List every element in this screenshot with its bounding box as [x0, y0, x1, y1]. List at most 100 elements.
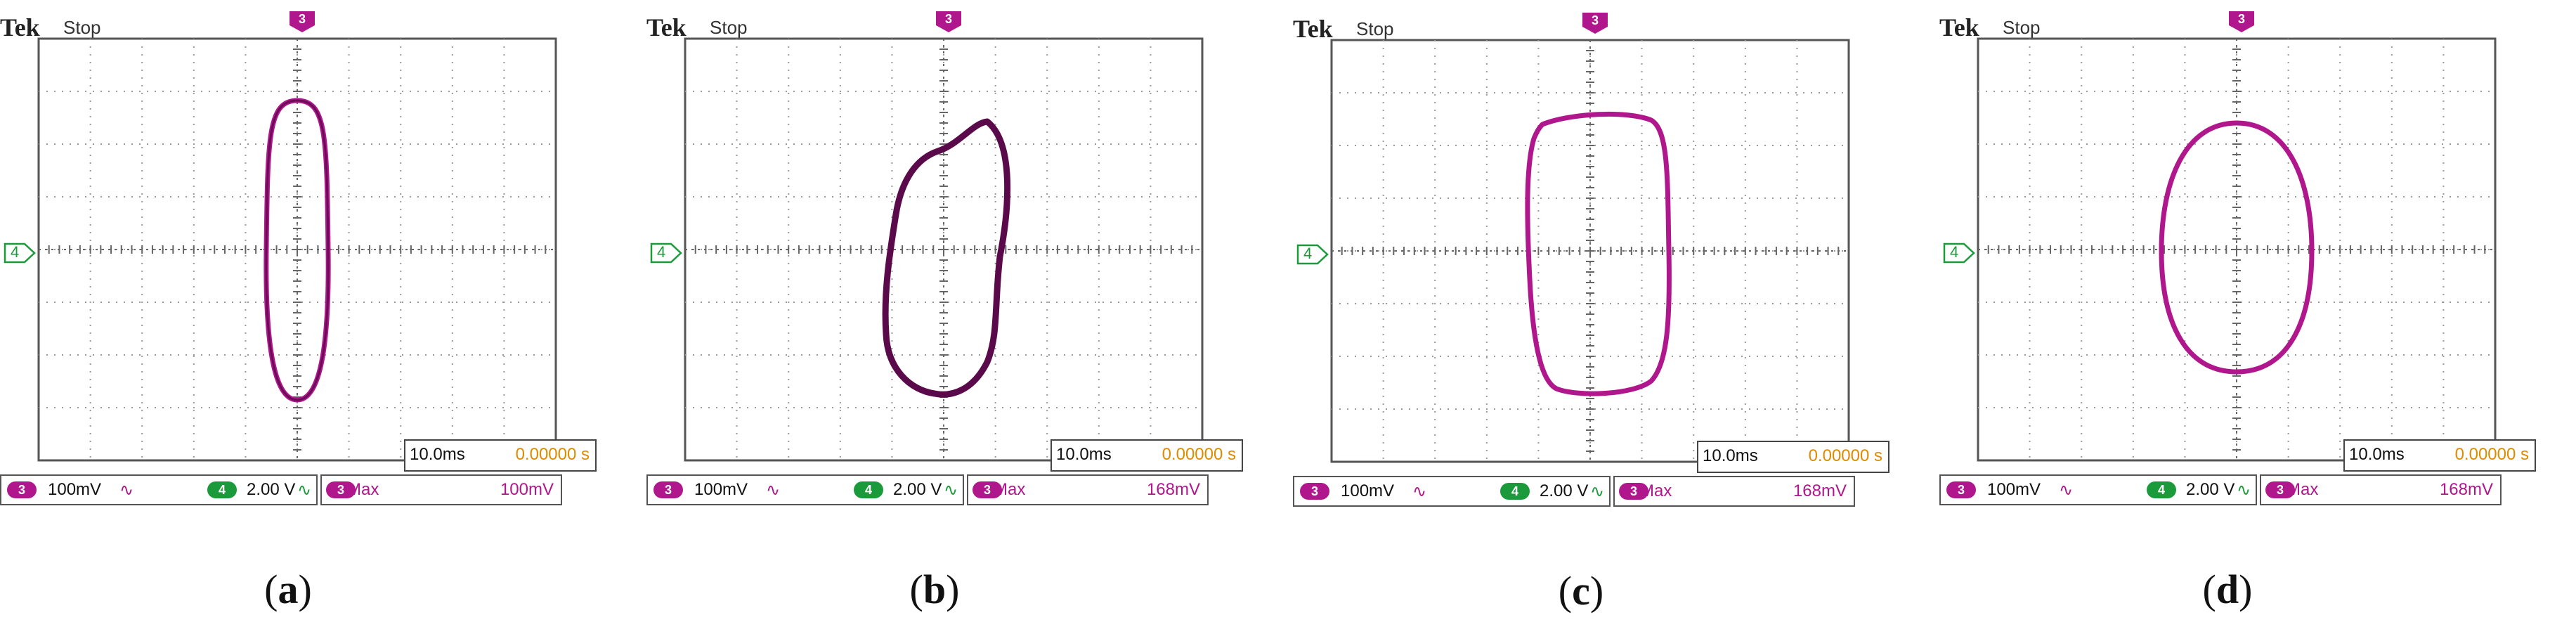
ch4-ground-marker-icon: 4	[4, 242, 36, 264]
measurement-readout: 3 Max 168mV	[2260, 474, 2502, 505]
time-per-division: 10.0ms	[2349, 445, 2405, 464]
caption-letter: b	[923, 566, 947, 612]
ch3-settings: 3 100mV ∿	[1939, 474, 2100, 505]
caption-letter: d	[2216, 566, 2239, 612]
ch4-ground-marker-icon: 4	[650, 242, 682, 264]
trigger-marker-label: 3	[299, 12, 306, 26]
time-per-division: 10.0ms	[1703, 446, 1758, 465]
measurement-readout: 3 Max 168mV	[967, 474, 1209, 505]
time-per-division: 10.0ms	[1056, 445, 1112, 464]
ch4-badge: 4	[854, 481, 883, 498]
trigger-marker-icon: 3	[1581, 11, 1609, 34]
measurement-badge: 3	[1619, 483, 1648, 500]
caption-open: (	[909, 566, 923, 612]
caption-open: (	[1558, 568, 1573, 614]
scope-header: Tek Stop 3	[1293, 11, 1855, 45]
scope-screen: Tek Stop 3 4 10.0ms 0.00000 s 3 100mV ∿ 4 2.00 V ∿ 3…	[1293, 1, 1889, 536]
brand-label: Tek	[0, 13, 40, 41]
ch3-badge: 3	[653, 481, 683, 498]
ch3-settings: 3 100mV ∿	[1293, 476, 1454, 507]
scope-header: Tek Stop 3	[1939, 10, 2502, 44]
ch4-badge: 4	[2147, 481, 2176, 498]
measurement-value: 168mV	[2439, 480, 2493, 499]
measurement-badge: 3	[2265, 481, 2295, 498]
measurement-value: 168mV	[1146, 480, 1200, 499]
channel-status-bar: 3 100mV ∿ 4 2.00 V ∿ 3 Max 168mV	[646, 474, 1237, 505]
measurement-value: 168mV	[1793, 481, 1847, 500]
brand-label: Tek	[1939, 13, 1979, 41]
caption-close: )	[946, 566, 960, 612]
timebase-readout: 10.0ms 0.00000 s	[1697, 441, 1889, 473]
acquisition-state: Stop	[2003, 17, 2041, 38]
ac-coupling-icon: ∿	[1590, 482, 1605, 501]
scope-screen: Tek Stop 3 4 10.0ms 0.00000 s 3 100mV ∿ 4 2.00 V ∿ 3…	[646, 0, 1243, 534]
ch3-badge: 3	[7, 481, 37, 498]
ch4-settings: 4 2.00 V ∿	[1451, 476, 1611, 507]
xy-trace-inner	[265, 99, 330, 401]
oscilloscope-panel: Tek Stop 3 4 10.0ms 0.00000 s 3 100mV ∿ 4 2.00 V ∿ 3…	[0, 0, 597, 640]
xy-trace	[1525, 111, 1672, 396]
oscilloscope-panel: Tek Stop 3 4 10.0ms 0.00000 s 3 100mV ∿ 4 2.00 V ∿ 3…	[1939, 0, 2536, 640]
trigger-marker-label: 3	[2238, 12, 2245, 26]
ch4-settings: 4 2.00 V ∿	[2097, 474, 2257, 505]
caption-close: )	[298, 566, 312, 612]
measurement-badge: 3	[326, 481, 356, 498]
ch3-scale: 100mV	[1987, 480, 2041, 499]
graticule	[684, 37, 1204, 462]
xy-trace	[2159, 120, 2315, 375]
ch4-ground-label: 4	[1303, 245, 1313, 262]
timebase-readout: 10.0ms 0.00000 s	[1050, 439, 1243, 472]
ch4-ground-marker-icon: 4	[1943, 242, 1975, 264]
ac-coupling-icon: ∿	[119, 481, 134, 500]
measurement-label: Max	[994, 480, 1026, 499]
ch3-scale: 100mV	[694, 480, 748, 499]
ac-coupling-icon: ∿	[944, 481, 958, 500]
ac-coupling-icon: ∿	[766, 481, 781, 500]
trigger-marker-label: 3	[945, 12, 952, 26]
ac-coupling-icon: ∿	[2237, 481, 2251, 500]
trigger-marker-icon: 3	[2227, 10, 2256, 32]
ch4-ground-label: 4	[11, 243, 20, 261]
channel-status-bar: 3 100mV ∿ 4 2.00 V ∿ 3 Max 168mV	[1293, 476, 1883, 507]
trigger-position: 0.00000 s	[2454, 445, 2529, 464]
scope-screen: Tek Stop 3 4 10.0ms 0.00000 s 3 100mV ∿ 4 2.00 V ∿ 3…	[1939, 0, 2536, 534]
trigger-marker-label: 3	[1592, 13, 1599, 27]
ch4-settings: 4 2.00 V ∿	[158, 474, 318, 505]
ch3-settings: 3 100mV ∿	[646, 474, 807, 505]
ch4-settings: 4 2.00 V ∿	[805, 474, 964, 505]
channel-status-bar: 3 100mV ∿ 4 2.00 V ∿ 3 Max 168mV	[1939, 474, 2530, 505]
graticule	[1977, 37, 2497, 462]
ch4-scale: 2.00 V	[1540, 481, 1589, 500]
panel-caption: (b)	[646, 566, 1223, 613]
graticule	[37, 37, 557, 462]
caption-open: (	[2202, 566, 2216, 612]
trigger-marker-icon: 3	[935, 10, 963, 32]
measurement-readout: 3 Max 100mV	[320, 474, 562, 505]
trigger-position: 0.00000 s	[1808, 446, 1882, 465]
trigger-position: 0.00000 s	[1162, 445, 1236, 464]
channel-status-bar: 3 100mV ∿ 4 2.00 V ∿ 3 Max 100mV	[0, 474, 590, 505]
scope-header: Tek Stop 3	[646, 10, 1209, 44]
ac-coupling-icon: ∿	[2059, 481, 2074, 500]
trigger-marker-icon: 3	[288, 10, 316, 32]
ch4-scale: 2.00 V	[247, 480, 296, 499]
measurement-readout: 3 Max 168mV	[1613, 476, 1855, 507]
caption-open: (	[264, 566, 278, 612]
ch4-scale: 2.00 V	[2186, 480, 2235, 499]
panel-caption: (c)	[1293, 567, 1869, 614]
graticule	[1330, 39, 1850, 463]
ch3-badge: 3	[1946, 481, 1976, 498]
ac-coupling-icon: ∿	[297, 481, 312, 500]
brand-label: Tek	[646, 13, 687, 41]
measurement-value: 100mV	[500, 480, 554, 499]
measurement-label: Max	[347, 480, 379, 499]
panel-caption: (a)	[0, 566, 576, 613]
acquisition-state: Stop	[710, 17, 748, 38]
measurement-badge: 3	[972, 481, 1002, 498]
timebase-readout: 10.0ms 0.00000 s	[2343, 439, 2536, 472]
ch4-badge: 4	[1500, 483, 1530, 500]
measurement-label: Max	[1640, 481, 1672, 500]
ch4-ground-label: 4	[1950, 243, 1959, 261]
time-per-division: 10.0ms	[410, 445, 465, 464]
caption-close: )	[2239, 566, 2253, 612]
